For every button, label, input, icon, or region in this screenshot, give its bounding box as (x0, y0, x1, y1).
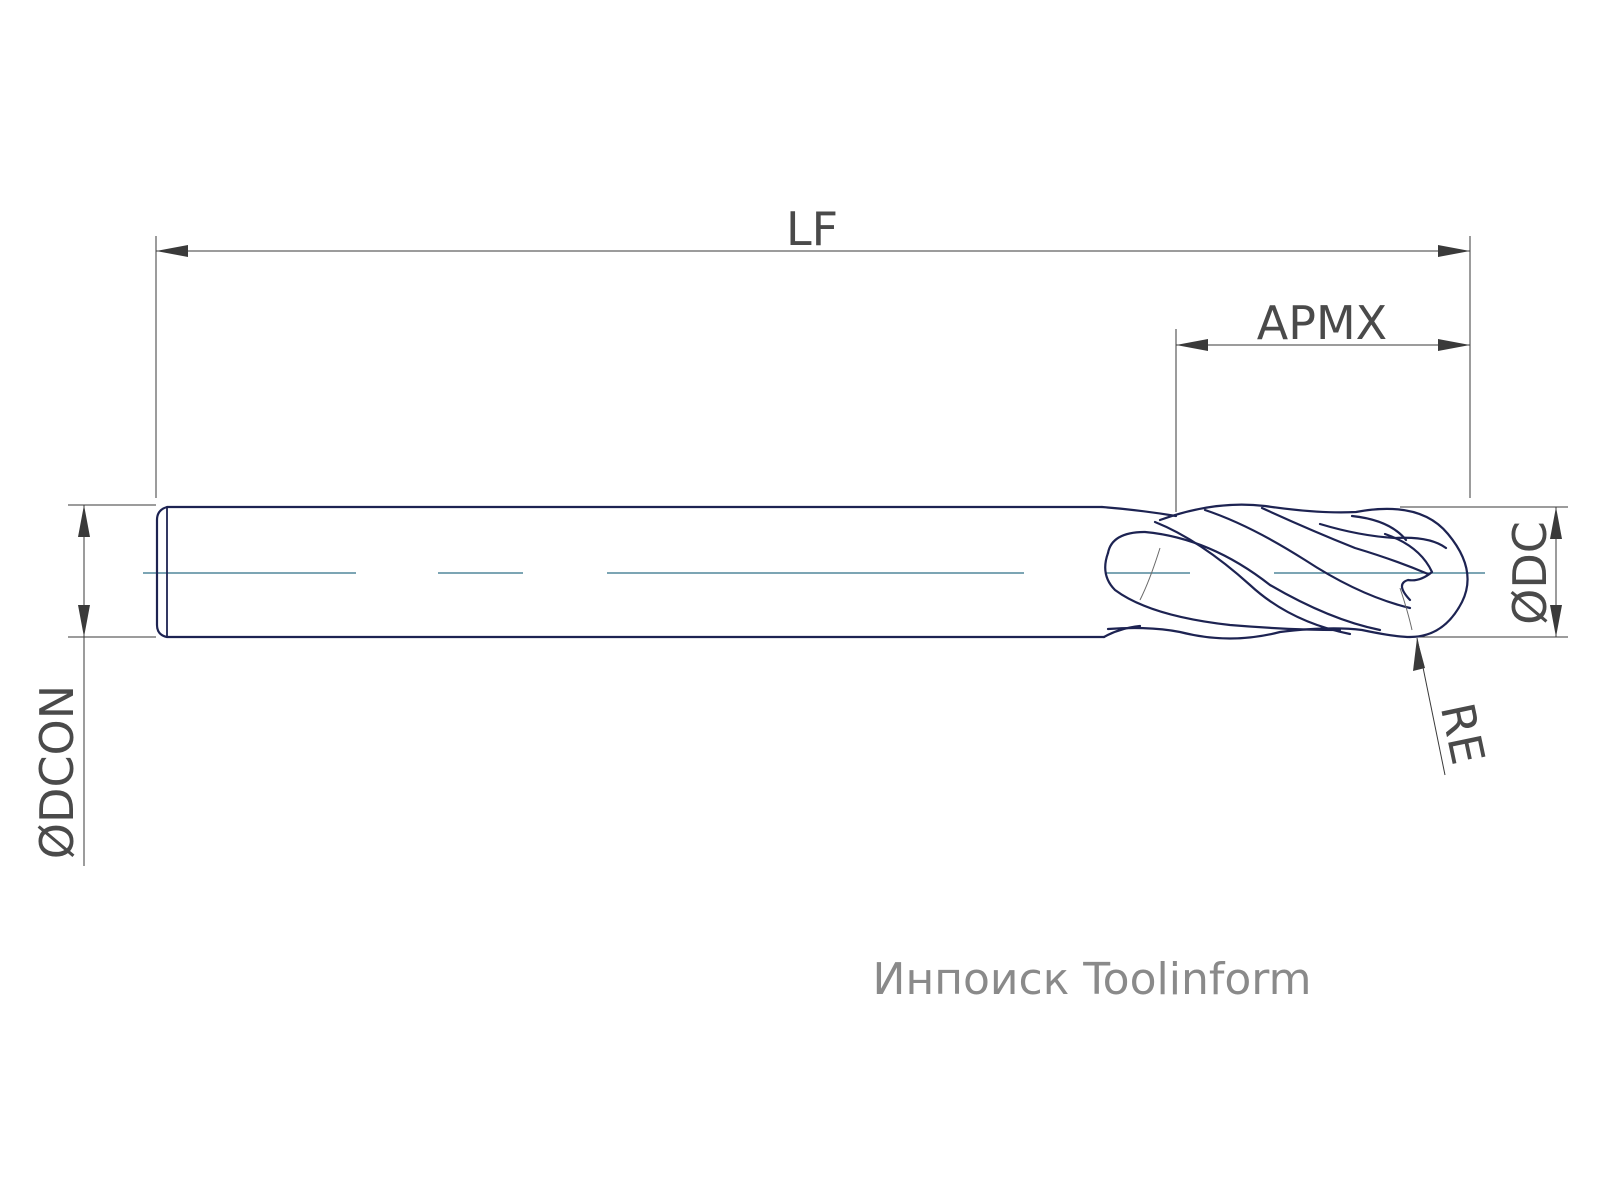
dcon-arrow-bottom (78, 605, 90, 637)
apmx-dimension: APMX (1175, 296, 1470, 512)
lf-dimension: LF (155, 202, 1471, 498)
lf-label: LF (786, 202, 838, 256)
flute-envelope-bottom (1106, 626, 1412, 640)
ball-end-mill (155, 503, 1469, 640)
flute-envelope-top (1158, 503, 1469, 639)
re-arrow (1413, 638, 1425, 671)
dc-arrow-top (1550, 507, 1562, 539)
neck-top (1100, 505, 1178, 518)
helix-construction-line (1139, 547, 1161, 601)
flute-helix-1 (1106, 530, 1382, 632)
apmx-label: APMX (1257, 296, 1387, 350)
dc-dimension: ØDC (1400, 506, 1568, 638)
shank-outline (155, 505, 1106, 639)
re-label: RE (1430, 698, 1496, 769)
flute-helix-2-upper (1203, 508, 1412, 610)
flute-helix-1-lower (1104, 551, 1342, 632)
flute-helix-3 (1260, 506, 1430, 576)
flute-helix-2 (1153, 520, 1352, 636)
flute-helix-4 (1318, 522, 1448, 550)
dcon-label: ØDCON (30, 685, 84, 859)
ball-nose-gash (1383, 532, 1434, 602)
dcon-arrow-top (78, 505, 90, 537)
dc-label: ØDC (1503, 521, 1557, 625)
lf-arrow-left (156, 245, 188, 257)
brand-watermark: Инпоиск Toolinform (873, 954, 1312, 1005)
apmx-arrow-right (1438, 339, 1470, 351)
re-dimension: RE (1413, 637, 1496, 776)
neck-bottom (1102, 624, 1142, 639)
dcon-dimension: ØDCON (30, 504, 156, 866)
ball-nose-gash-2 (1350, 514, 1408, 542)
apmx-arrow-left (1176, 339, 1208, 351)
lf-arrow-right (1438, 245, 1470, 257)
helix-construction-line (1399, 587, 1413, 631)
dc-arrow-bottom (1550, 605, 1562, 637)
